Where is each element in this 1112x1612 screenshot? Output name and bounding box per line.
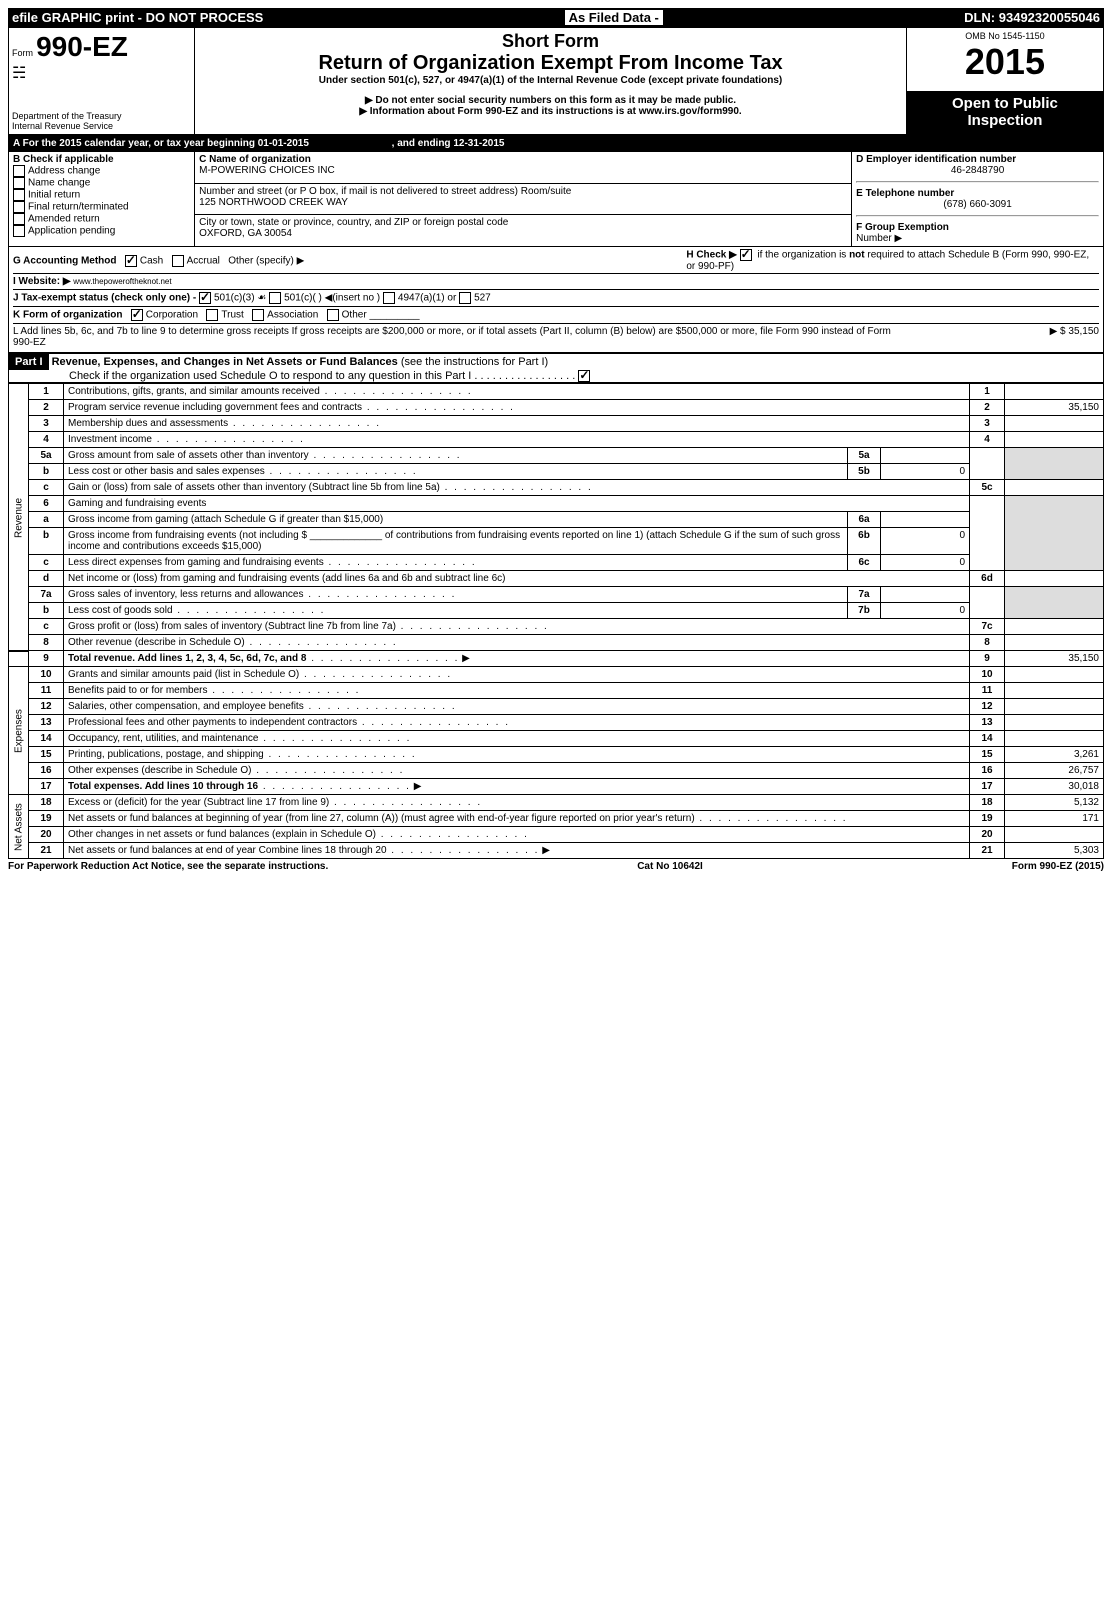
l-text: L Add lines 5b, 6c, and 7b to line 9 to … (13, 326, 904, 348)
f-label2: Number ▶ (856, 233, 1099, 244)
accrual-checkbox[interactable] (172, 255, 184, 267)
netassets-side: Net Assets (9, 795, 29, 859)
c-value: M-POWERING CHOICES INC (199, 165, 847, 176)
j-501c3-cb[interactable] (199, 292, 211, 304)
form-prefix: Form (12, 48, 33, 58)
h-checkbox[interactable] (740, 249, 752, 261)
lines-table: Revenue 1 Contributions, gifts, grants, … (8, 383, 1104, 859)
b-item: Initial return (13, 189, 190, 201)
arrow-note-2: ▶ Information about Form 990-EZ and its … (198, 106, 903, 117)
city-value: OXFORD, GA 30054 (199, 228, 847, 239)
omb-no: OMB No 1545-1150 (910, 31, 1100, 41)
g-label: G Accounting Method (13, 256, 117, 267)
open-public-2: Inspection (910, 112, 1100, 129)
part1-title: Revenue, Expenses, and Changes in Net As… (52, 356, 398, 368)
title-main: Return of Organization Exempt From Incom… (198, 52, 903, 75)
h-label: H Check ▶ (686, 250, 736, 261)
b-item: Amended return (13, 213, 190, 225)
b-item: Final return/terminated (13, 201, 190, 213)
footer-center: Cat No 10642I (637, 861, 703, 872)
revenue-side: Revenue (9, 384, 29, 651)
city-label: City or town, state or province, country… (199, 217, 847, 228)
a-ending: , and ending 12-31-2015 (392, 138, 505, 149)
tax-year: 2015 (910, 41, 1100, 83)
footer-left: For Paperwork Reduction Act Notice, see … (8, 861, 328, 872)
part1-checkbox[interactable] (578, 370, 590, 382)
f-label: F Group Exemption (856, 222, 949, 233)
footer-right: Form 990-EZ (2015) (1012, 861, 1104, 872)
d-value: 46-2848790 (856, 165, 1099, 176)
k-label: K Form of organization (13, 310, 122, 321)
i-value: www.thepoweroftheknot.net (73, 277, 171, 286)
title-short: Short Form (198, 31, 903, 52)
dept-treasury: Department of the Treasury (12, 111, 191, 121)
b-label: B Check if applicable (13, 154, 190, 165)
title-under: Under section 501(c), 527, or 4947(a)(1)… (198, 75, 903, 86)
form-header: Form 990-EZ ☵ Department of the Treasury… (8, 27, 1104, 135)
e-value: (678) 660-3091 (856, 199, 1099, 210)
part1-check-text: Check if the organization used Schedule … (69, 370, 575, 382)
cash-checkbox[interactable] (125, 255, 137, 267)
section-a-f: A For the 2015 calendar year, or tax yea… (8, 135, 1104, 247)
open-public-1: Open to Public (910, 95, 1100, 112)
topbar-center: As Filed Data - (565, 10, 663, 25)
d-label: D Employer identification number (856, 154, 1099, 165)
arrow-note-1: ▶ Do not enter social security numbers o… (198, 95, 903, 106)
b-item: Name change (13, 177, 190, 189)
part1-header: Part I (9, 354, 49, 370)
expenses-side: Expenses (9, 667, 29, 795)
j-label: J Tax-exempt status (check only one) - (13, 293, 196, 304)
c-label: C Name of organization (199, 154, 847, 165)
topbar-left: efile GRAPHIC print - DO NOT PROCESS (12, 10, 263, 25)
b-item: Address change (13, 165, 190, 177)
footer: For Paperwork Reduction Act Notice, see … (8, 859, 1104, 872)
topbar-right: DLN: 93492320055046 (964, 10, 1100, 25)
street-value: 125 NORTHWOOD CREEK WAY (199, 197, 847, 208)
part1-note: (see the instructions for Part I) (401, 356, 548, 368)
form-number: 990-EZ (36, 31, 128, 62)
b-item: Application pending (13, 225, 190, 237)
street-label: Number and street (or P O box, if mail i… (199, 186, 847, 197)
a-label: A For the 2015 calendar year, or tax yea… (13, 138, 309, 149)
irs-label: Internal Revenue Service (12, 121, 191, 131)
top-bar: efile GRAPHIC print - DO NOT PROCESS As … (8, 8, 1104, 27)
e-label: E Telephone number (856, 188, 1099, 199)
i-label: I Website: ▶ (13, 276, 71, 287)
l-amount: ▶ $ 35,150 (904, 326, 1099, 348)
